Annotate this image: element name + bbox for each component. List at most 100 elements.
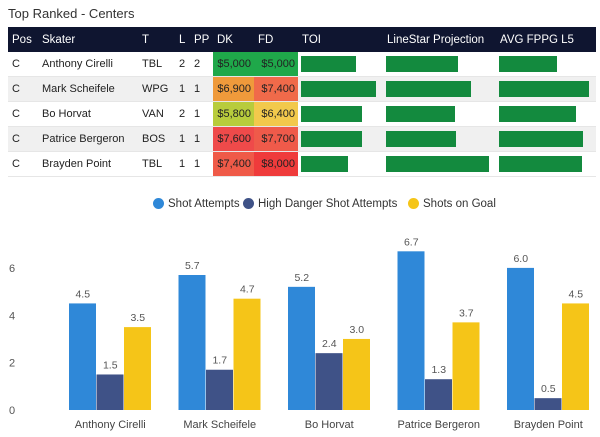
cell-toi (298, 126, 383, 152)
cell-dk-salary: $5,800 (213, 101, 254, 127)
x-tick-label: Mark Scheifele (183, 419, 256, 431)
column-header[interactable]: LineStar Projection (383, 27, 496, 52)
cell-skater: Anthony Cirelli (38, 52, 138, 77)
column-header[interactable]: Pos (8, 27, 38, 52)
cell-fppg (496, 101, 596, 127)
cell-team: TBL (138, 52, 175, 77)
toi-bar (301, 156, 348, 172)
bar-1 (206, 369, 233, 410)
cell-line: 2 (175, 101, 190, 127)
cell-pos: C (8, 76, 38, 102)
cell-proj (383, 101, 496, 127)
legend-label: High Danger Shot Attempts (258, 198, 398, 210)
cell-dk-salary: $5,000 (213, 52, 254, 77)
page-title: Top Ranked - Centers (8, 6, 135, 21)
bar-0 (288, 286, 315, 410)
cell-pos: C (8, 126, 38, 152)
table-row[interactable]: C Anthony Cirelli TBL 2 2 $5,000 $5,000 (8, 52, 596, 77)
data-label: 1.7 (212, 355, 227, 367)
x-tick-label: Patrice Bergeron (397, 419, 480, 431)
cell-team: VAN (138, 101, 175, 127)
bar-2 (452, 322, 480, 410)
column-header[interactable]: Skater (38, 27, 138, 52)
legend-marker-icon (408, 198, 419, 209)
y-tick-label: 6 (9, 263, 15, 275)
column-header[interactable]: DK (213, 27, 254, 52)
cell-fd-salary: $6,400 (254, 101, 298, 127)
cell-toi (298, 52, 383, 77)
cell-fppg (496, 126, 596, 152)
cell-team: TBL (138, 151, 175, 177)
cell-proj (383, 52, 496, 77)
cell-fd-salary: $5,000 (254, 52, 298, 77)
bar-0 (397, 251, 425, 410)
column-header[interactable]: L (175, 27, 190, 52)
table-row[interactable]: C Brayden Point TBL 1 1 $7,400 $8,000 (8, 151, 596, 177)
cell-line: 1 (175, 151, 190, 177)
column-header[interactable]: PP (190, 27, 213, 52)
legend-item[interactable]: Shots on Goal (408, 198, 496, 210)
column-header[interactable]: T (138, 27, 175, 52)
column-header[interactable]: AVG FPPG L5 (496, 27, 596, 52)
projection-bar (386, 131, 456, 147)
data-label: 4.5 (568, 288, 583, 300)
bar-1 (315, 353, 343, 410)
cell-skater: Mark Scheifele (38, 76, 138, 102)
y-tick-label: 2 (9, 358, 15, 370)
data-label: 0.5 (541, 383, 556, 395)
data-label: 4.5 (75, 288, 90, 300)
cell-proj (383, 151, 496, 177)
y-tick-label: 4 (9, 310, 15, 322)
bar-1 (534, 398, 562, 410)
cell-skater: Brayden Point (38, 151, 138, 177)
toi-bar (301, 131, 362, 147)
table-header-row: Pos Skater T L PP DK FD TOI LineStar Projection A… (8, 27, 596, 52)
legend-label: Shots on Goal (423, 198, 496, 210)
table-body: C Anthony Cirelli TBL 2 2 $5,000 $5,000 C Mark S… (8, 52, 596, 177)
toi-bar (301, 106, 362, 122)
fppg-bar (499, 106, 576, 122)
bar-2 (562, 303, 589, 410)
fppg-bar (499, 56, 557, 72)
toi-bar (301, 56, 356, 72)
bar-1 (425, 379, 452, 410)
cell-fd-salary: $7,400 (254, 76, 298, 102)
data-label: 3.5 (130, 312, 145, 324)
projection-bar (386, 81, 471, 97)
projection-bar (386, 56, 458, 72)
cell-proj (383, 76, 496, 102)
cell-dk-salary: $7,400 (213, 151, 254, 177)
column-header[interactable]: TOI (298, 27, 383, 52)
table-row[interactable]: C Mark Scheifele WPG 1 1 $6,900 $7,400 (8, 76, 596, 102)
data-label: 1.3 (431, 364, 446, 376)
cell-fd-salary: $8,000 (254, 151, 298, 177)
table-row[interactable]: C Patrice Bergeron BOS 1 1 $7,600 $7,700 (8, 126, 596, 152)
cell-team: BOS (138, 126, 175, 152)
cell-pp: 1 (190, 151, 213, 177)
cell-pos: C (8, 52, 38, 77)
legend-marker-icon (153, 198, 164, 209)
cell-pp: 1 (190, 101, 213, 127)
cell-fppg (496, 76, 596, 102)
cell-fppg (496, 52, 596, 77)
data-label: 4.7 (240, 284, 255, 296)
legend-item[interactable]: Shot Attempts (153, 198, 240, 210)
centers-table: Pos Skater T L PP DK FD TOI LineStar Projection A… (8, 27, 596, 177)
cell-skater: Bo Horvat (38, 101, 138, 127)
table-row[interactable]: C Bo Horvat VAN 2 1 $5,800 $6,400 (8, 101, 596, 127)
bar-0 (69, 303, 96, 410)
y-tick-label: 0 (9, 405, 15, 417)
legend-marker-icon (243, 198, 254, 209)
bar-0 (507, 267, 534, 410)
cell-pp: 1 (190, 126, 213, 152)
cell-toi (298, 151, 383, 177)
cell-fd-salary: $7,700 (254, 126, 298, 152)
bar-0 (178, 275, 206, 410)
data-label: 3.7 (459, 307, 474, 319)
legend-item[interactable]: High Danger Shot Attempts (243, 198, 397, 210)
bar-1 (96, 374, 124, 410)
toi-bar (301, 81, 376, 97)
cell-line: 1 (175, 76, 190, 102)
data-label: 1.5 (103, 359, 118, 371)
column-header[interactable]: FD (254, 27, 298, 52)
